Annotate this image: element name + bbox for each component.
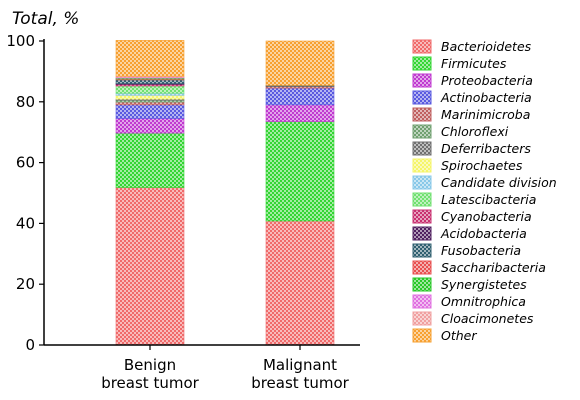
legend-label-spirochaetes: Spirochaetes [441, 158, 523, 173]
legend-swatch-latescibacteria [412, 192, 432, 207]
legend: Bacterioidetes Firmicutes Proteobacteria Ac… [412, 39, 557, 343]
bar-segment-benign-latescibacteria [115, 85, 185, 94]
legend-label-acidobacteria: Acidobacteria [440, 226, 527, 241]
legend-label-bacterioidetes: Bacterioidetes [441, 39, 532, 54]
bar-segment-benign-actinobacteria [115, 104, 185, 119]
legend-swatch-actinobacteria [412, 90, 432, 105]
legend-swatch-other [412, 328, 432, 343]
legend-swatch-proteobacteria [412, 73, 432, 88]
y-tick-label-0: 0 [25, 336, 35, 354]
legend-label-marinimicroba: Marinimicroba [441, 107, 530, 122]
legend-swatch-synergistetes [412, 277, 432, 292]
legend-label-proteobacteria: Proteobacteria [441, 73, 533, 88]
legend-label-deferribacters: Deferribacters [441, 141, 531, 156]
x-category-label-benign-1: breast tumor [101, 374, 199, 392]
legend-swatch-omnitrophica [412, 294, 432, 309]
y-tick-label-60: 60 [16, 154, 35, 172]
legend-label-fusobacteria: Fusobacteria [441, 243, 521, 258]
legend-label-chloroflexi: Chloroflexi [441, 124, 509, 139]
y-axis-label: Total, % [12, 9, 79, 29]
legend-swatch-acidobacteria [412, 226, 432, 241]
bar-segment-malignant-proteobacteria [265, 104, 335, 122]
legend-swatch-candidate-division [412, 175, 432, 190]
legend-label-synergistetes: Synergistetes [441, 277, 527, 292]
bar-segment-malignant-actinobacteria [265, 87, 335, 106]
legend-swatch-deferribacters [412, 141, 432, 156]
bar-segment-benign-spirochaetes [115, 95, 185, 100]
legend-swatch-firmicutes [412, 56, 432, 71]
x-category-label-benign-0: Benign [124, 356, 176, 374]
y-tick-label-80: 80 [16, 93, 35, 111]
legend-label-latescibacteria: Latescibacteria [441, 192, 536, 207]
x-category-label-malignant-1: breast tumor [251, 374, 349, 392]
legend-label-candidate-division: Candidate division [441, 175, 557, 190]
legend-label-saccharibacteria: Saccharibacteria [441, 260, 546, 275]
legend-label-cloacimonetes: Cloacimonetes [441, 311, 534, 326]
legend-swatch-cloacimonetes [412, 311, 432, 326]
legend-swatch-fusobacteria [412, 243, 432, 258]
y-tick-label-20: 20 [16, 275, 35, 293]
bar-segment-benign-bacterioidetes [115, 187, 185, 346]
legend-label-other: Other [441, 328, 477, 343]
bar-segment-malignant-other [265, 40, 335, 86]
legend-swatch-saccharibacteria [412, 260, 432, 275]
bar-segment-benign-marinimicroba [115, 101, 185, 106]
legend-label-firmicutes: Firmicutes [441, 56, 507, 71]
y-tick-label-40: 40 [16, 214, 35, 232]
bar-segment-benign-other [115, 40, 185, 77]
bar-segment-malignant-firmicutes [265, 121, 335, 222]
y-tick-label-100: 100 [6, 32, 35, 50]
bar-segment-benign-candidate-division [115, 92, 185, 96]
legend-swatch-spirochaetes [412, 158, 432, 173]
x-category-label-malignant-0: Malignant [263, 356, 337, 374]
legend-label-cyanobacteria: Cyanobacteria [441, 209, 532, 224]
legend-swatch-marinimicroba [412, 107, 432, 122]
legend-label-actinobacteria: Actinobacteria [440, 90, 532, 105]
bar-segment-benign-fusobacteria [115, 79, 185, 84]
bars-layer [115, 40, 335, 346]
legend-swatch-bacterioidetes [412, 39, 432, 54]
bar-segment-malignant-bacterioidetes [265, 220, 335, 346]
bar-segment-benign-proteobacteria [115, 118, 185, 134]
legend-label-omnitrophica: Omnitrophica [441, 294, 526, 309]
legend-swatch-chloroflexi [412, 124, 432, 139]
legend-swatch-cyanobacteria [412, 209, 432, 224]
bar-segment-benign-firmicutes [115, 132, 185, 188]
